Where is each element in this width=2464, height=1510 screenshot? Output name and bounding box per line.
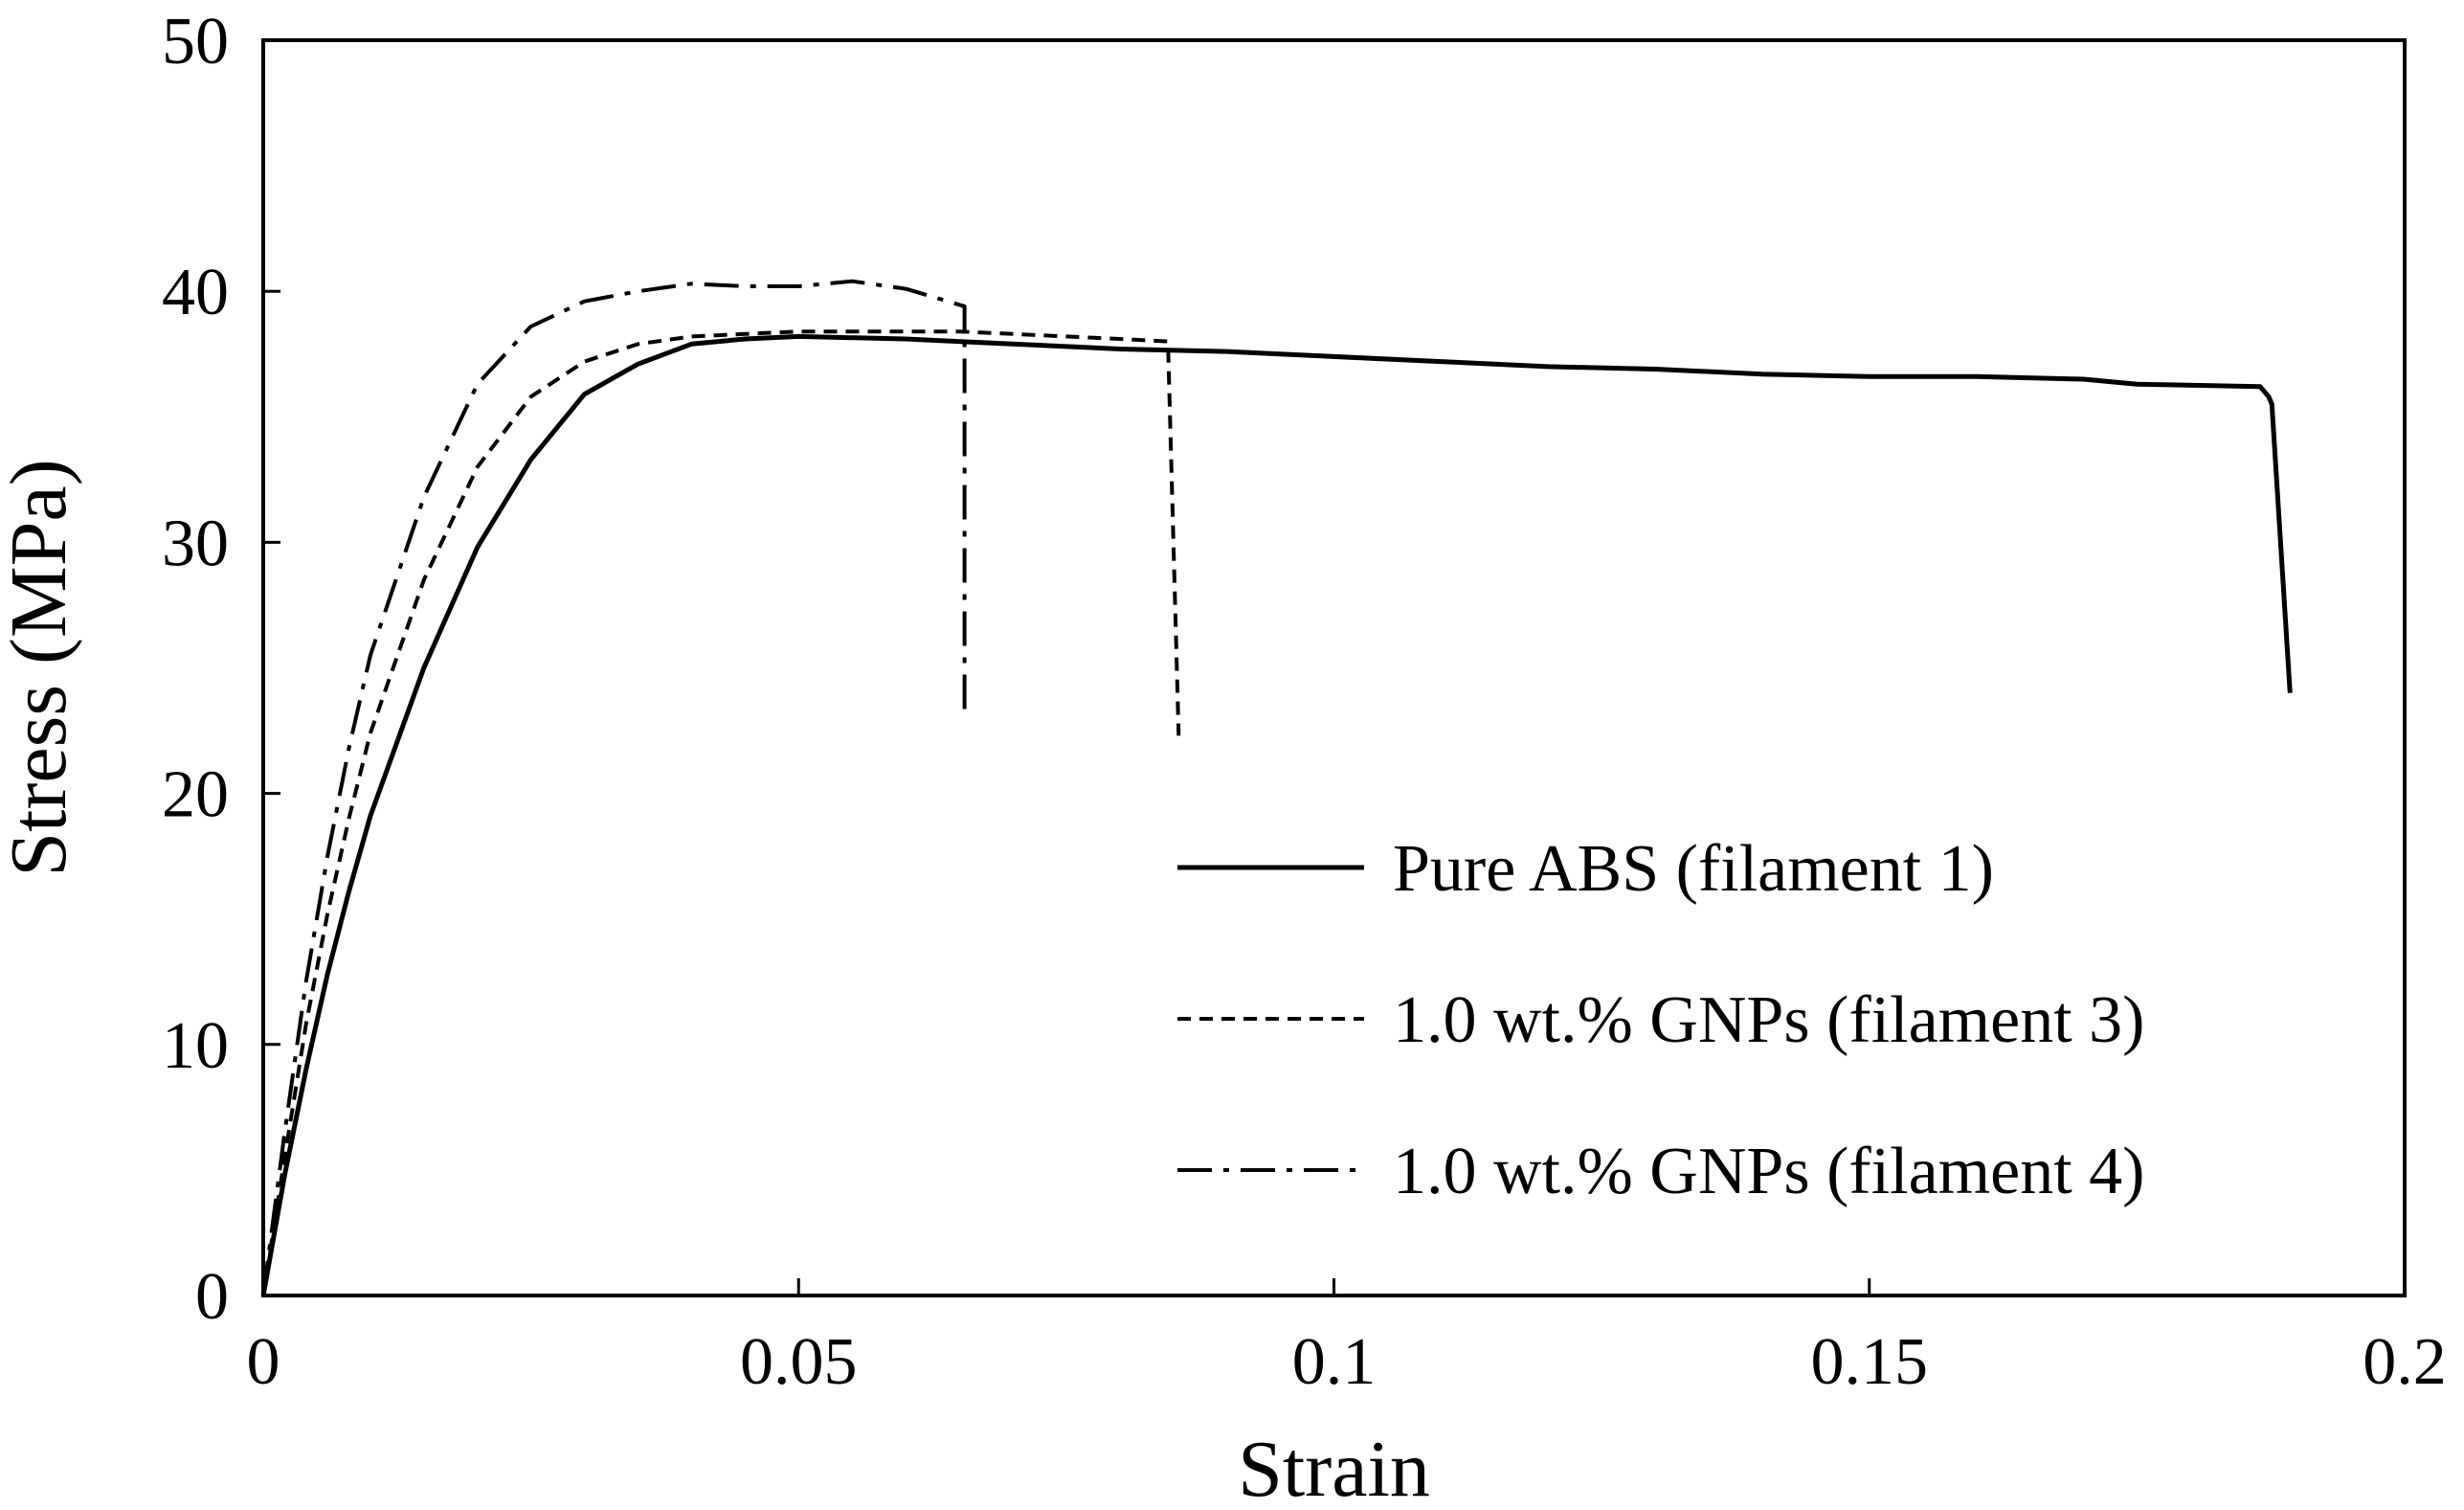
x-tick-label: 0.15	[1811, 1325, 1929, 1399]
y-tick-label: 0	[195, 1260, 229, 1334]
y-tick-label: 10	[162, 1009, 229, 1083]
y-tick-label: 50	[162, 5, 229, 79]
x-tick-label: 0.2	[2363, 1325, 2447, 1399]
y-tick-label: 40	[162, 256, 229, 329]
x-axis-title: Strain	[1238, 1425, 1430, 1510]
x-tick-label: 0	[247, 1325, 280, 1399]
y-tick-label: 30	[162, 507, 229, 580]
legend-label-pure-abs: Pure ABS (filament 1)	[1393, 832, 1994, 906]
y-tick-label: 20	[162, 758, 229, 832]
x-axis-ticks: 0 0.05 0.1 0.15 0.2	[247, 1278, 2447, 1399]
legend: Pure ABS (filament 1) 1.0 wt.% GNPs (fil…	[1177, 832, 2144, 1208]
y-axis-title: Stress (MPa)	[0, 459, 83, 876]
legend-label-gnps-filament-4: 1.0 wt.% GNPs (filament 4)	[1393, 1135, 2144, 1208]
y-axis-ticks: 0 10 20 30 40 50	[162, 5, 280, 1334]
x-tick-label: 0.1	[1292, 1325, 1377, 1399]
legend-label-gnps-filament-3: 1.0 wt.% GNPs (filament 3)	[1393, 983, 2144, 1057]
series-layer	[260, 279, 2293, 1296]
series-line-1	[260, 333, 2293, 1296]
series-line-3	[261, 279, 967, 1296]
plot-area-frame	[261, 38, 2407, 1297]
x-tick-label: 0.05	[740, 1325, 858, 1399]
series-line-2	[261, 329, 1181, 1296]
